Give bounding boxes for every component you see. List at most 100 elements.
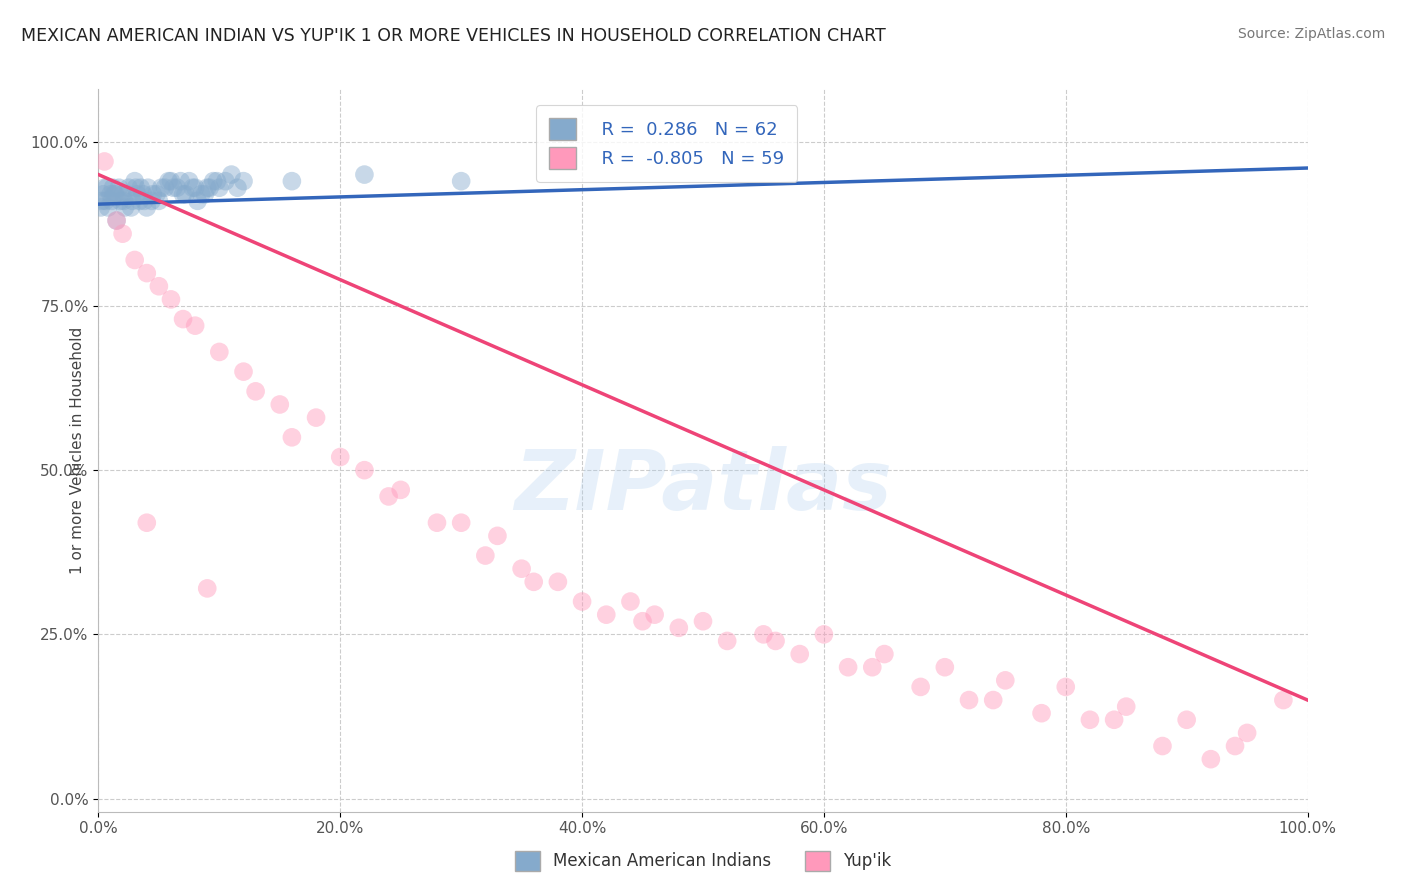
Point (1199, 752, 1222, 766)
Point (547, 574, 569, 589)
Point (148, 194, 170, 208)
Point (181, 180, 204, 194)
Point (981, 693, 1004, 707)
Point (1272, 693, 1295, 707)
Point (571, 594, 593, 608)
Point (1152, 739, 1174, 753)
Text: Source: ZipAtlas.com: Source: ZipAtlas.com (1237, 27, 1385, 41)
Point (104, 187, 127, 202)
Point (93, 154, 115, 169)
Point (96, 180, 118, 194)
Point (765, 634, 787, 648)
Point (377, 490, 399, 504)
Point (450, 516, 472, 530)
Point (1115, 699, 1137, 714)
Point (934, 660, 956, 674)
Point (510, 562, 533, 576)
Point (1175, 713, 1198, 727)
Point (111, 187, 134, 202)
Point (142, 187, 165, 202)
Point (957, 693, 980, 707)
Point (813, 627, 835, 641)
Point (91, 187, 114, 202)
Point (128, 194, 150, 208)
Point (93, 180, 115, 194)
Point (208, 345, 231, 359)
Point (716, 634, 738, 648)
Point (329, 450, 352, 464)
Point (232, 365, 254, 379)
Point (153, 180, 176, 194)
Point (129, 180, 152, 194)
Point (389, 483, 412, 497)
Point (105, 213, 128, 227)
Point (202, 174, 225, 188)
Point (668, 621, 690, 635)
Point (145, 187, 167, 202)
Point (135, 266, 157, 280)
Point (305, 410, 328, 425)
Point (166, 180, 188, 194)
Point (108, 194, 131, 208)
Point (619, 594, 641, 608)
Point (208, 180, 231, 194)
Point (105, 213, 128, 227)
Point (160, 293, 183, 307)
Legend: Mexican American Indians, Yup'ik: Mexican American Indians, Yup'ik (506, 842, 900, 880)
Point (172, 187, 194, 202)
Point (1223, 739, 1246, 753)
Point (450, 174, 472, 188)
Point (486, 529, 509, 543)
Point (114, 201, 136, 215)
Point (120, 201, 142, 215)
Point (269, 397, 291, 411)
Point (281, 430, 304, 444)
Point (994, 673, 1017, 688)
Point (214, 174, 236, 188)
Point (169, 174, 191, 188)
Point (94, 194, 117, 208)
Point (474, 549, 496, 563)
Point (134, 194, 156, 208)
Point (91, 194, 114, 208)
Point (205, 174, 228, 188)
Point (108, 180, 131, 194)
Point (101, 180, 124, 194)
Point (789, 647, 811, 661)
Legend:   R =  0.286   N = 62,   R =  -0.805   N = 59: R = 0.286 N = 62, R = -0.805 N = 59 (536, 105, 797, 182)
Point (195, 582, 218, 596)
Point (160, 174, 183, 188)
Point (187, 194, 209, 208)
Point (135, 516, 157, 530)
Point (1102, 713, 1125, 727)
Y-axis label: 1 or more Vehicles in Household: 1 or more Vehicles in Household (69, 326, 84, 574)
Point (157, 174, 180, 188)
Point (644, 607, 666, 622)
Point (184, 318, 207, 333)
Point (141, 194, 163, 208)
Point (752, 627, 775, 641)
Point (150, 180, 173, 194)
Point (190, 187, 212, 202)
Point (90, 201, 112, 215)
Point (125, 180, 148, 194)
Point (595, 607, 617, 622)
Point (195, 180, 218, 194)
Text: MEXICAN AMERICAN INDIAN VS YUP'IK 1 OR MORE VEHICLES IN HOUSEHOLD CORRELATION CH: MEXICAN AMERICAN INDIAN VS YUP'IK 1 OR M… (21, 27, 886, 45)
Point (132, 187, 155, 202)
Point (194, 187, 217, 202)
Point (100, 194, 122, 208)
Point (523, 574, 546, 589)
Point (103, 187, 125, 202)
Point (232, 174, 254, 188)
Point (111, 227, 134, 241)
Point (117, 187, 139, 202)
Point (692, 614, 714, 628)
Point (221, 168, 243, 182)
Point (837, 660, 859, 674)
Point (127, 187, 149, 202)
Point (910, 680, 932, 694)
Point (1054, 680, 1077, 694)
Point (179, 174, 201, 188)
Point (121, 194, 143, 208)
